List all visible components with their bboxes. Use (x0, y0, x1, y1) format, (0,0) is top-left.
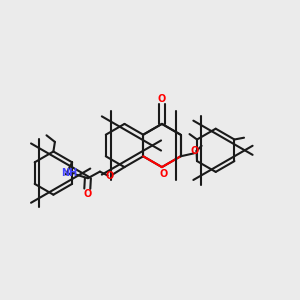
Text: O: O (83, 189, 92, 199)
Text: O: O (158, 94, 166, 104)
Text: O: O (105, 171, 114, 181)
Text: NH: NH (61, 168, 77, 178)
Text: O: O (191, 146, 199, 157)
Text: O: O (159, 169, 167, 179)
